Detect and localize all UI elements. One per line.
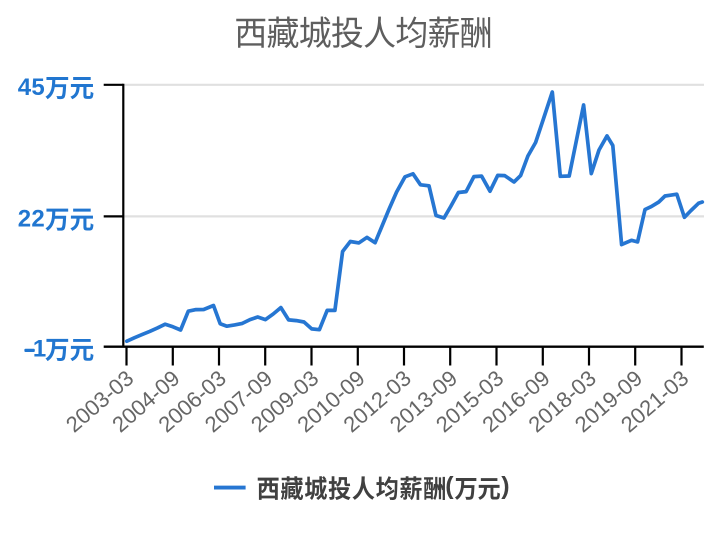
svg-text:5: 5 [31, 74, 44, 101]
svg-text:(: ( [445, 472, 454, 500]
svg-text:): ) [501, 472, 509, 500]
svg-text:2: 2 [31, 205, 44, 232]
svg-text:1: 1 [33, 336, 46, 363]
svg-text:2: 2 [18, 205, 31, 232]
svg-text:4: 4 [18, 74, 32, 101]
